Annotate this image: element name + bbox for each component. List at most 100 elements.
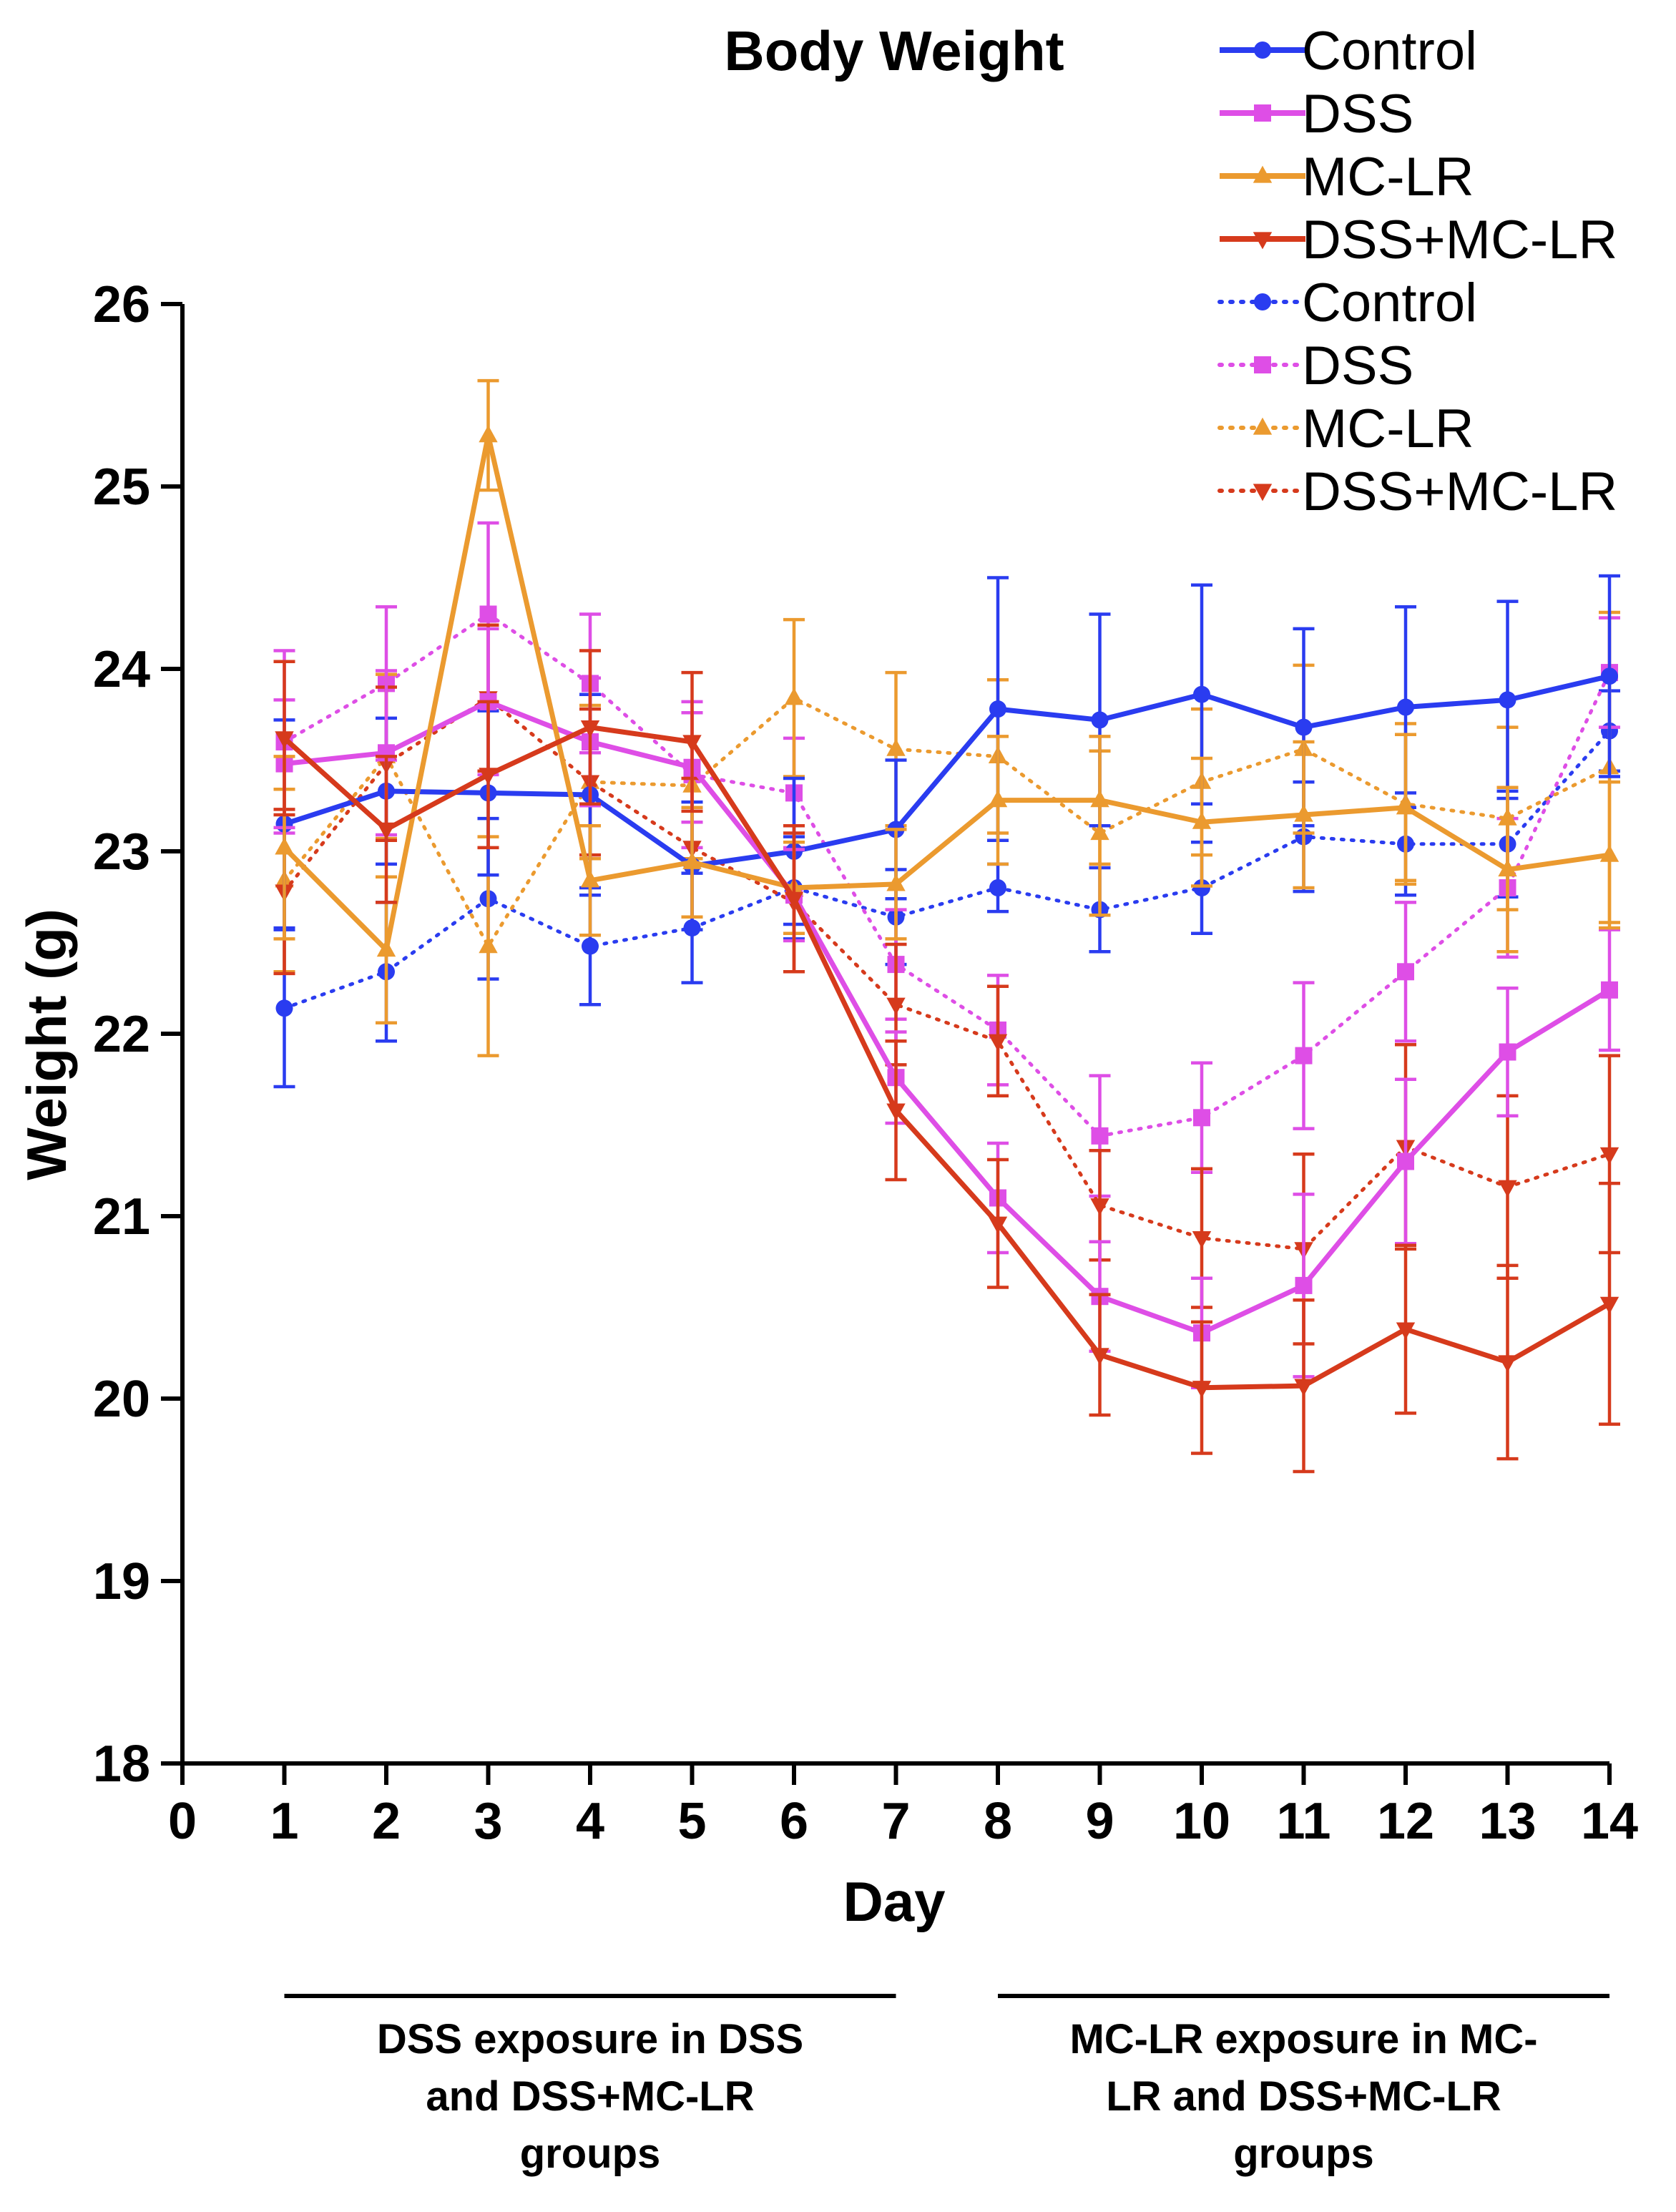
data-point [1599, 1296, 1619, 1314]
x-tick-label: 14 [1581, 1793, 1638, 1850]
data-point [479, 768, 498, 786]
legend-item: MC-LR [1217, 398, 1474, 459]
data-point [988, 1034, 1008, 1052]
legend-item: DSS [1217, 336, 1413, 396]
data-point [1397, 1153, 1414, 1170]
data-point [1294, 804, 1313, 822]
series-line [283, 725, 1611, 1391]
x-tick-label: 6 [780, 1793, 808, 1850]
exposure-label: DSS exposure in DSS [377, 2016, 803, 2062]
y-tick-label: 19 [93, 1553, 150, 1610]
data-point [1601, 667, 1618, 685]
legend-item: MC-LR [1220, 147, 1474, 207]
data-point [682, 851, 702, 869]
data-point [1295, 1276, 1313, 1294]
x-tick-label: 0 [168, 1793, 197, 1850]
data-point [376, 822, 396, 840]
data-point [275, 837, 294, 855]
y-tick-label: 23 [93, 823, 150, 881]
legend-marker [1253, 165, 1273, 183]
data-point [1193, 685, 1210, 703]
data-point [1294, 1379, 1313, 1396]
legend: ControlDSSMC-LRDSS+MC-LRControlDSSMC-LRD… [1217, 21, 1617, 522]
y-tick-label: 26 [93, 276, 150, 333]
data-point [989, 700, 1006, 718]
series-solid-mc-lr [273, 378, 1620, 1024]
data-point [1192, 811, 1212, 829]
data-point [886, 997, 906, 1015]
series-line [283, 696, 1612, 949]
series-line [283, 673, 1610, 868]
data-point [1193, 879, 1210, 896]
data-point [784, 891, 804, 909]
data-point [988, 1216, 1008, 1234]
data-point [580, 870, 600, 888]
legend-label: Control [1302, 21, 1477, 82]
data-point [275, 999, 293, 1017]
x-tick-label: 7 [881, 1793, 910, 1850]
data-point [1397, 963, 1414, 981]
legend-item: DSS+MC-LR [1220, 210, 1617, 270]
data-point [1295, 1047, 1313, 1065]
legend-marker [1253, 417, 1273, 435]
data-point [1498, 1355, 1517, 1373]
x-tick-label: 3 [474, 1793, 502, 1850]
series-dotted-control [273, 689, 1620, 1089]
legend-marker [1254, 41, 1271, 59]
x-tick-label: 2 [372, 1793, 401, 1850]
data-point [784, 687, 804, 705]
x-tick-label: 13 [1479, 1793, 1536, 1850]
exposure-label: groups [1233, 2130, 1374, 2177]
series-solid-dss [273, 627, 1620, 1389]
series-line [283, 696, 1612, 1251]
series-line [283, 612, 1612, 1138]
legend-marker [1253, 484, 1273, 501]
data-point [1498, 859, 1517, 877]
data-point [988, 790, 1008, 808]
legend-label: DSS [1302, 336, 1413, 396]
legend-label: MC-LR [1302, 398, 1474, 459]
legend-label: DSS+MC-LR [1302, 461, 1617, 522]
data-point [1090, 1198, 1109, 1216]
x-tick-label: 11 [1276, 1793, 1330, 1850]
legend-label: MC-LR [1302, 147, 1474, 207]
data-point [1090, 1348, 1109, 1366]
data-point [1091, 1127, 1109, 1145]
x-tick-label: 5 [677, 1793, 706, 1850]
series-line [283, 729, 1612, 1010]
series-dotted-dss [273, 521, 1620, 1198]
chart-title: Body Weight [724, 19, 1064, 82]
y-tick-label: 25 [93, 459, 150, 516]
data-point [989, 879, 1006, 896]
data-point [1192, 1231, 1212, 1248]
series-line [284, 699, 1611, 1336]
legend-item: Control [1217, 273, 1477, 333]
y-tick-label: 20 [93, 1371, 150, 1428]
data-point [1295, 718, 1313, 736]
x-tick-label: 12 [1377, 1793, 1434, 1850]
x-tick-label: 9 [1085, 1793, 1114, 1850]
series-layer [273, 378, 1620, 1474]
data-point [1499, 691, 1516, 709]
x-tick-label: 4 [576, 1793, 604, 1850]
x-tick-label: 10 [1173, 1793, 1230, 1850]
data-point [479, 936, 498, 954]
y-tick-label: 18 [93, 1736, 150, 1793]
exposure-label: MC-LR exposure in MC- [1069, 2016, 1537, 2062]
data-point [1499, 1043, 1516, 1061]
data-point [1090, 790, 1109, 808]
data-point [275, 731, 294, 749]
data-point [1599, 844, 1619, 862]
legend-label: Control [1302, 273, 1477, 333]
x-tick-label: 8 [984, 1793, 1012, 1850]
data-point [1599, 1147, 1619, 1165]
x-axis-label: Day [843, 1870, 945, 1933]
legend-label: DSS [1302, 84, 1413, 145]
data-point [682, 735, 702, 753]
data-point [479, 605, 497, 623]
data-point [1397, 698, 1414, 716]
exposure-label: groups [520, 2130, 661, 2177]
data-point [1601, 981, 1618, 999]
